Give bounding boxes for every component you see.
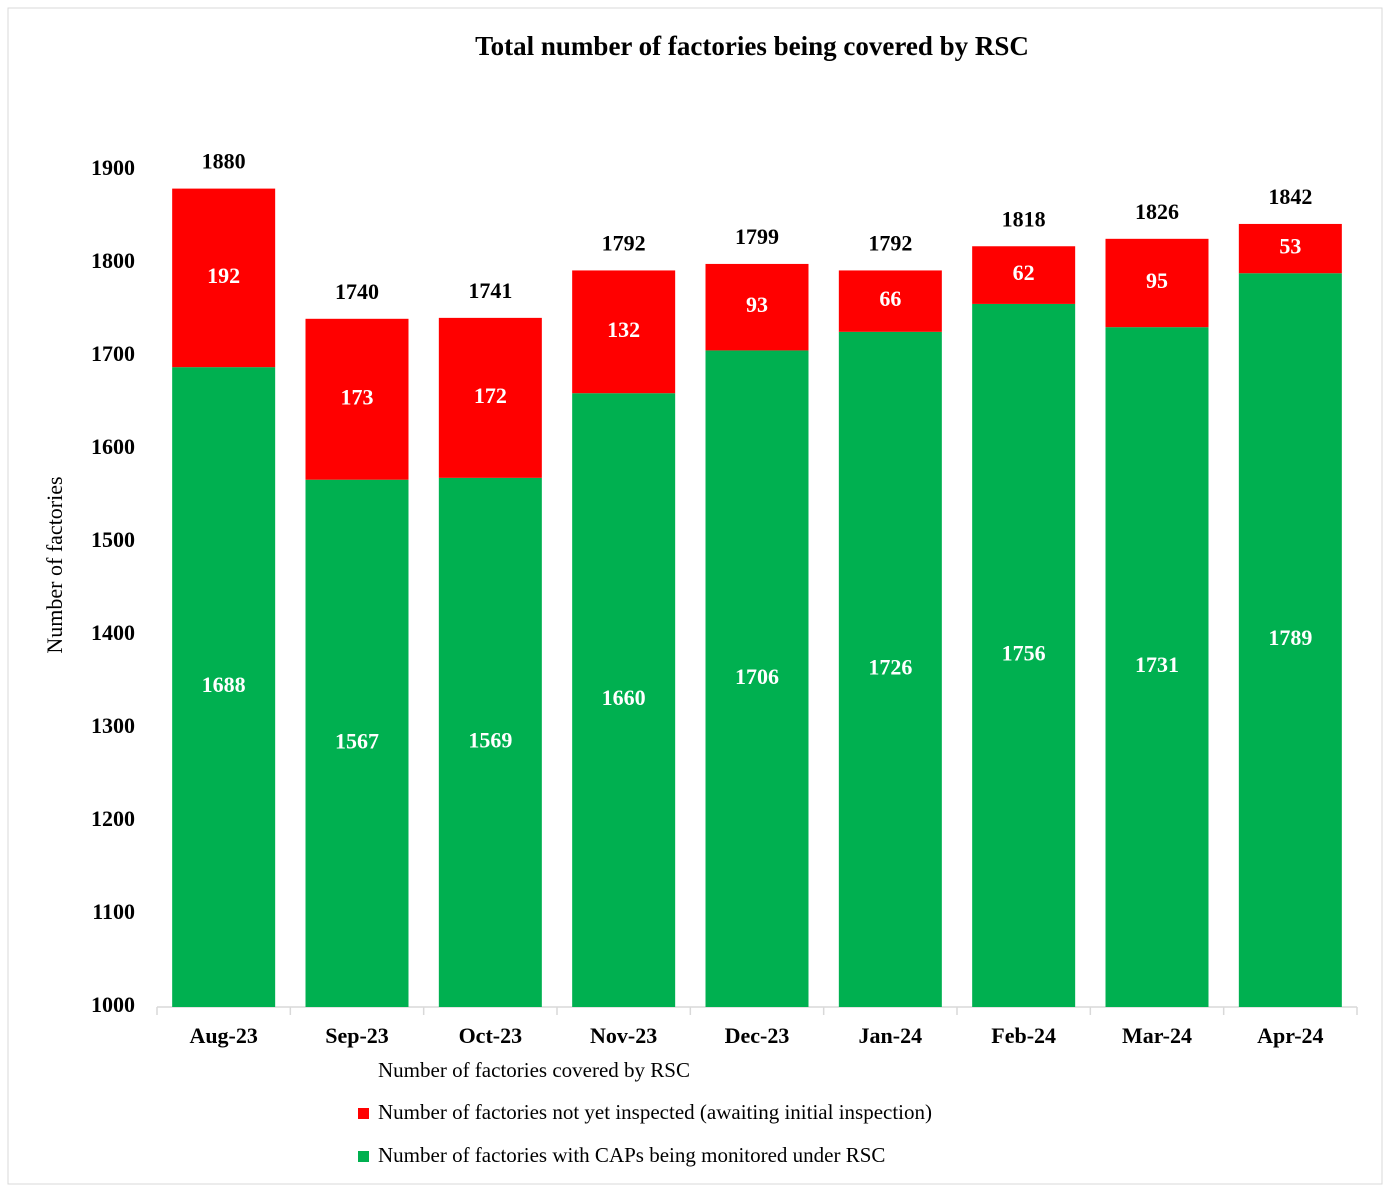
segment-label: 192 — [207, 263, 240, 288]
bar-segment — [838, 331, 942, 1007]
total-label: 1799 — [735, 224, 779, 249]
segment-label: 1660 — [602, 685, 646, 710]
y-tick-label: 1900 — [91, 155, 135, 180]
segment-label: 62 — [1013, 260, 1035, 285]
legend-swatch — [358, 1108, 369, 1119]
segment-label: 172 — [474, 383, 507, 408]
bar-segment — [972, 303, 1076, 1007]
bar-segment — [305, 318, 409, 480]
segment-label: 53 — [1279, 234, 1301, 259]
x-tick-label: Aug-23 — [189, 1023, 257, 1048]
y-tick-label: 1200 — [91, 806, 135, 831]
bar-segment — [972, 246, 1076, 304]
x-tick-label: Oct-23 — [459, 1023, 523, 1048]
segment-label: 95 — [1146, 268, 1168, 293]
legend-label: Number of factories not yet inspected (a… — [378, 1100, 932, 1124]
total-label: 1880 — [202, 149, 246, 174]
segment-label: 93 — [746, 292, 768, 317]
total-label: 1792 — [868, 230, 912, 255]
segment-label: 132 — [607, 317, 640, 342]
total-label: 1741 — [468, 278, 512, 303]
bar-segment — [838, 270, 942, 332]
bar-segment — [172, 367, 276, 1007]
bar-segment — [572, 393, 676, 1007]
y-axis-label: Number of factories — [42, 476, 67, 653]
y-tick-label: 1400 — [91, 620, 135, 645]
bar-segment — [1105, 238, 1209, 328]
bar-segment — [172, 188, 276, 368]
bar-segment — [1238, 273, 1342, 1008]
x-tick-label: Sep-23 — [325, 1023, 389, 1048]
segment-label: 1567 — [335, 728, 379, 753]
y-tick-label: 1800 — [91, 248, 135, 273]
segment-label: 1789 — [1268, 625, 1312, 650]
y-tick-label: 1100 — [92, 899, 135, 924]
x-tick-label: Feb-24 — [991, 1023, 1056, 1048]
x-tick-label: Nov-23 — [590, 1023, 657, 1048]
bar-segment — [1105, 327, 1209, 1007]
chart-title: Total number of factories being covered … — [475, 31, 1029, 61]
bar-segment — [305, 479, 409, 1007]
total-label: 1826 — [1135, 199, 1179, 224]
bar-segment — [438, 317, 542, 478]
x-tick-label: Apr-24 — [1257, 1023, 1323, 1048]
y-tick-label: 1000 — [91, 992, 135, 1017]
y-tick-label: 1300 — [91, 713, 135, 738]
legend-swatch — [358, 1151, 369, 1162]
x-tick-label: Jan-24 — [859, 1023, 923, 1048]
total-label: 1818 — [1002, 206, 1046, 231]
y-tick-label: 1600 — [91, 434, 135, 459]
x-tick-label: Dec-23 — [725, 1023, 790, 1048]
x-tick-label: Mar-24 — [1122, 1023, 1192, 1048]
total-label: 1842 — [1268, 184, 1312, 209]
segment-label: 1706 — [735, 664, 779, 689]
x-axis-label: Number of factories covered by RSC — [378, 1058, 690, 1082]
segment-label: 1731 — [1135, 652, 1179, 677]
bar-segment — [1238, 223, 1342, 274]
total-label: 1792 — [602, 230, 646, 255]
segment-label: 1756 — [1002, 641, 1046, 666]
bar-segment — [705, 263, 809, 351]
segment-label: 66 — [879, 286, 901, 311]
legend-label: Number of factories with CAPs being moni… — [378, 1143, 885, 1167]
y-tick-label: 1500 — [91, 527, 135, 552]
y-tick-label: 1700 — [91, 341, 135, 366]
total-label: 1740 — [335, 279, 379, 304]
segment-label: 1688 — [202, 672, 246, 697]
bar-segment — [438, 477, 542, 1008]
segment-label: 1726 — [868, 654, 912, 679]
segment-label: 1569 — [468, 727, 512, 752]
segment-label: 173 — [341, 384, 374, 409]
bar-segment — [572, 270, 676, 394]
bar-segment — [705, 350, 809, 1007]
